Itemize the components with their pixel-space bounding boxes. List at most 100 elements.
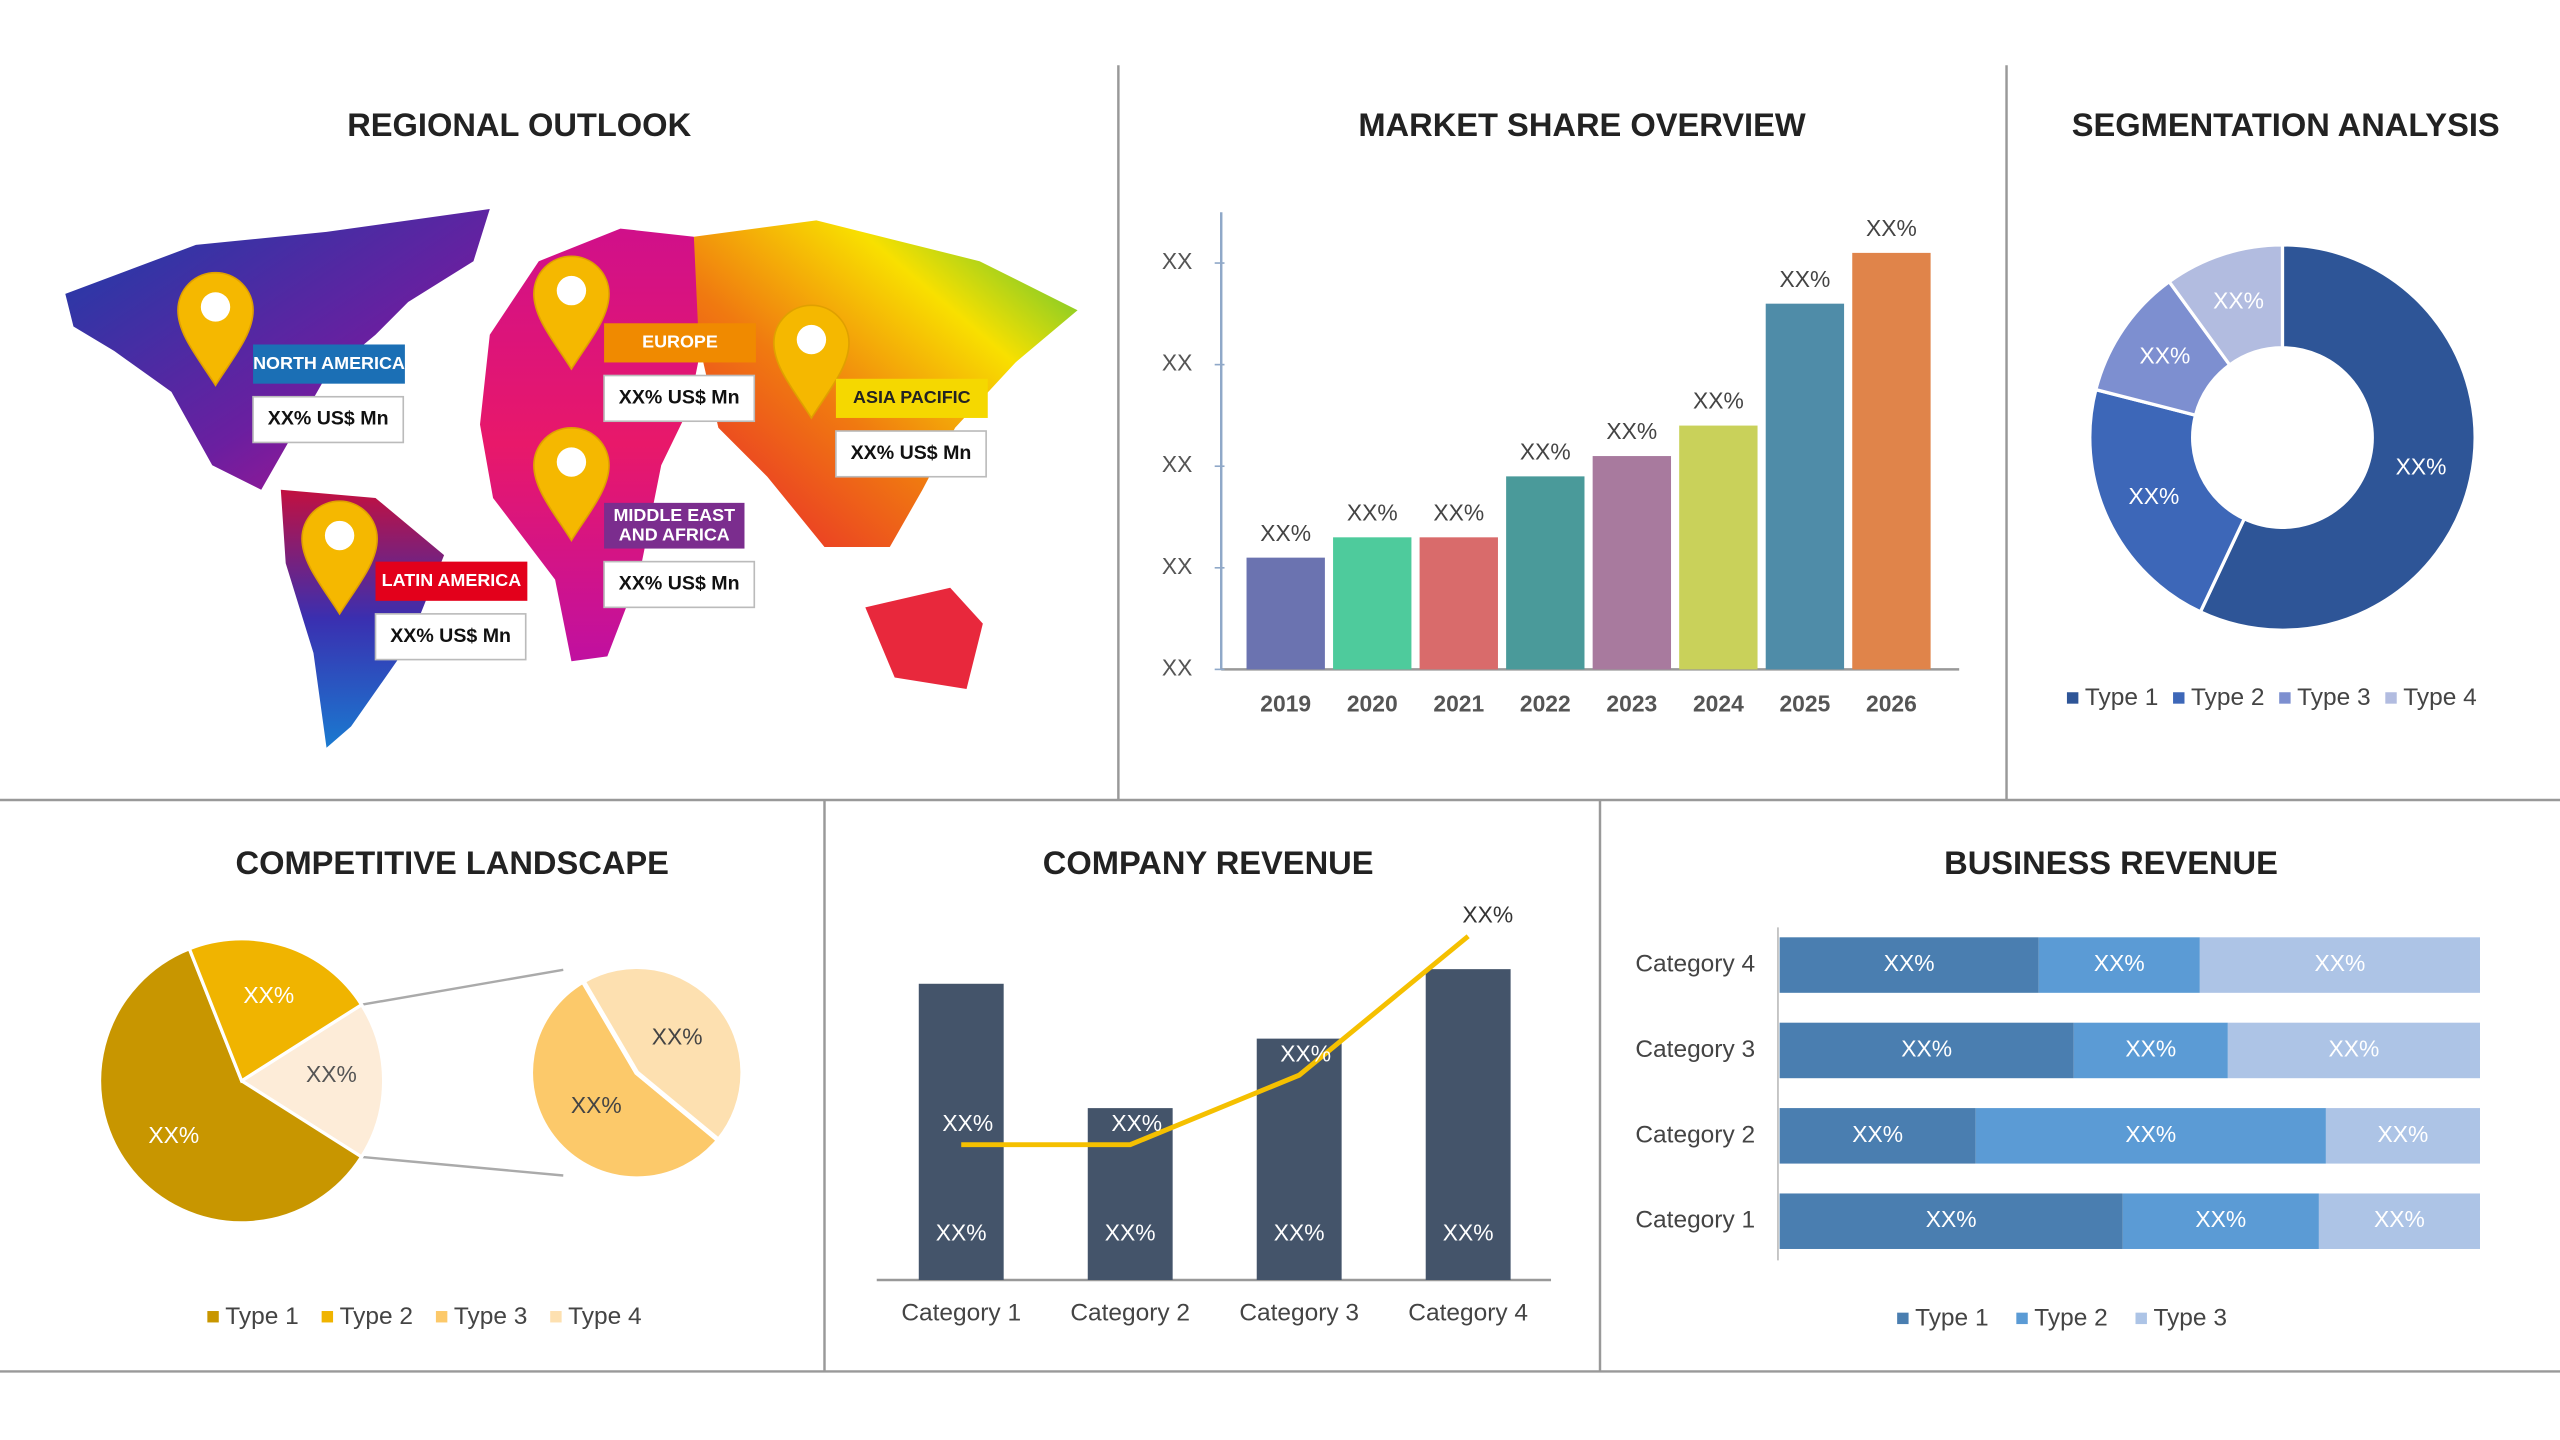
region-value: XX% US$ Mn [619,573,740,595]
region-name-box [253,344,405,384]
value-label: XX% [2213,287,2264,313]
value-label: XX% [1926,1206,1977,1232]
region-value: XX% US$ Mn [619,387,740,409]
panel-title: COMPETITIVE LANDSCAPE [236,844,669,881]
legend-swatch [1897,1312,1909,1325]
region-value: XX% US$ Mn [851,442,972,464]
value-label: XX% [1693,388,1744,414]
legend-label: Type 3 [454,1303,527,1330]
region-name-box [604,502,745,549]
region-value-box [835,430,987,478]
value-label: XX% [1105,1219,1156,1245]
bar [1506,476,1585,670]
bar-segment [1975,1108,2326,1164]
value-label: XX% [2329,1035,2380,1061]
x-tick-label: 2025 [1779,690,1830,716]
bar-segment [2325,1108,2480,1164]
bar [1425,969,1511,1280]
legend-label: Type 3 [2153,1305,2226,1332]
legend-label: Type 1 [1915,1305,1988,1332]
y-tick-label: Category 3 [1635,1036,1755,1063]
donut-slice [2198,243,2477,632]
map-pin-hole [556,447,587,477]
value-label: XX% [1280,1041,1331,1067]
region-value-box [252,395,405,444]
x-tick-label: 2020 [1347,690,1398,716]
map-pin-hole [324,520,355,551]
pie-slice [97,946,364,1225]
value-label: XX% [652,1023,703,1049]
value-label: XX% [2125,1121,2176,1147]
region-name-box [604,323,756,363]
value-label: XX% [2315,950,2366,976]
x-tick-label: Category 3 [1239,1300,1359,1327]
continent [865,587,983,689]
x-tick-label: 2024 [1693,690,1744,716]
legend-swatch [2066,692,2079,704]
bar [1419,537,1498,670]
value-label: XX% [1433,499,1484,525]
y-tick-label: XX [1162,654,1192,680]
value-label: XX% [243,982,294,1008]
region-name: LATIN AMERICA [382,570,522,590]
map-pin-hole [200,292,231,322]
legend-swatch [207,1311,219,1323]
bar-segment [1779,1193,2123,1249]
value-label: XX% [2374,1206,2425,1232]
x-tick-label: 2026 [1866,690,1917,716]
value-label: XX% [1260,520,1311,546]
panel-title: MARKET SHARE OVERVIEW [1358,106,1806,143]
region-name: MIDDLE EAST AND AFRICA [613,505,735,545]
y-tick-label: Category 1 [1635,1207,1755,1234]
donut-slice [2088,387,2247,615]
value-label: XX% [2378,1121,2429,1147]
region-name: NORTH AMERICA [253,353,405,373]
value-label: XX% [1884,950,1935,976]
bar-segment [1779,1108,1976,1164]
bar [1087,1108,1173,1280]
value-label: XX% [2195,1206,2246,1232]
x-tick-label: 2019 [1260,690,1311,716]
bar [1246,557,1325,670]
value-label: XX% [1347,499,1398,525]
legend-label: Type 2 [2034,1305,2107,1332]
y-tick-label: XX [1162,248,1192,274]
map-pin-hole [796,324,827,355]
panel-title: BUSINESS REVENUE [1944,844,2278,881]
value-label: XX% [2140,343,2191,369]
y-tick-label: XX [1162,553,1192,579]
y-tick-label: Category 2 [1635,1121,1755,1148]
connector [361,1155,564,1177]
legend-swatch [435,1311,448,1323]
bar [1592,456,1672,670]
line [961,934,1470,1148]
bar [1765,303,1845,670]
value-label: XX% [1520,439,1571,465]
connector [361,968,564,1006]
panel-dividers [0,65,2560,1373]
bar-segment [2073,1022,2228,1079]
legend-label: Type 4 [2403,684,2476,711]
region-name: ASIA PACIFIC [853,387,971,407]
donut-slice [2166,243,2285,368]
region-name: EUROPE [642,332,718,352]
bar-segment [2038,937,2200,993]
value-label: XX% [1606,418,1657,444]
bar-segment [2318,1193,2480,1249]
legend-swatch [2385,692,2397,704]
value-label: XX% [1462,902,1513,928]
legend-swatch [321,1311,334,1323]
map-pin [301,500,378,616]
bar-segment [1779,937,2039,993]
value-label: XX% [2129,483,2180,509]
value-label: XX% [942,1110,993,1136]
value-label: XX% [1443,1219,1494,1245]
legend-label: Type 1 [2085,684,2158,711]
map-pin [773,304,850,420]
region-value: XX% US$ Mn [268,408,389,430]
legend-label: Type 2 [340,1303,413,1330]
region-value: XX% US$ Mn [390,625,511,647]
region-value-box [374,613,527,661]
